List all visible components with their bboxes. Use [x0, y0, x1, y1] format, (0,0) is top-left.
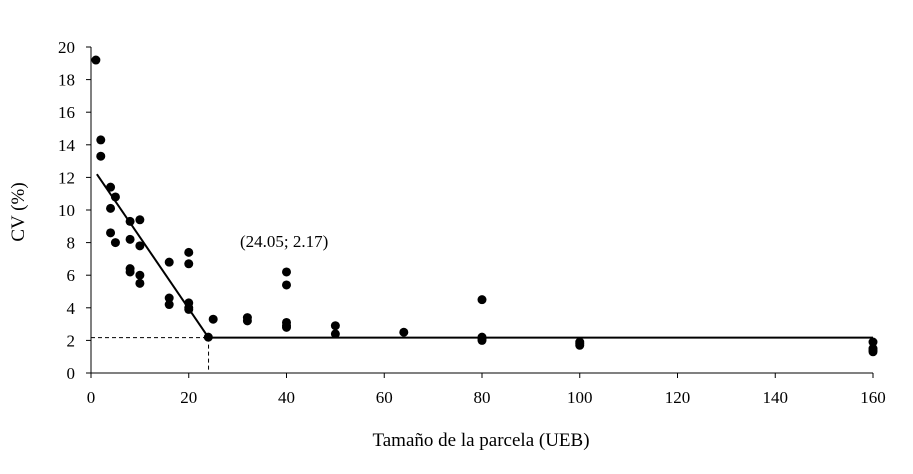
- y-tick-label: 12: [58, 168, 75, 187]
- y-tick-label: 0: [67, 364, 76, 383]
- y-tick-label: 18: [58, 71, 75, 90]
- y-axis-title: CV (%): [8, 182, 29, 241]
- y-tick-label: 6: [67, 266, 76, 285]
- data-point: [164, 300, 174, 310]
- reference-lines: [91, 337, 210, 373]
- data-point: [282, 267, 291, 277]
- data-point: [184, 259, 194, 269]
- x-tick-label: 40: [278, 388, 295, 407]
- data-point: [125, 267, 135, 277]
- data-point: [110, 238, 120, 248]
- data-point: [184, 304, 194, 314]
- data-point: [135, 215, 145, 225]
- data-point: [575, 340, 585, 350]
- data-point: [330, 329, 340, 339]
- axes: 0 2 4 6 8 10 12 14 16 18 20 0 20 40 60 80 100 120 140 160: [58, 38, 886, 407]
- breakpoint-annotation: (24.05; 2.17): [240, 232, 328, 251]
- data-point: [135, 278, 145, 288]
- y-tick-label: 4: [67, 299, 76, 318]
- data-point: [96, 135, 106, 145]
- x-tick-label: 120: [665, 388, 691, 407]
- data-point: [184, 247, 194, 257]
- data-point: [282, 280, 291, 290]
- data-point: [125, 234, 135, 244]
- data-point: [330, 321, 340, 331]
- x-tick-label: 140: [763, 388, 789, 407]
- data-point: [164, 257, 174, 267]
- y-tick-label: 20: [58, 38, 75, 57]
- x-tick-label: 20: [180, 388, 197, 407]
- data-point: [164, 293, 174, 303]
- y-tick-label: 10: [58, 201, 75, 220]
- y-tick-label: 16: [58, 103, 75, 122]
- x-tick-label: 100: [567, 388, 593, 407]
- y-tick-label: 8: [67, 234, 76, 253]
- x-tick-label: 80: [474, 388, 491, 407]
- data-point: [106, 182, 116, 192]
- data-point: [477, 295, 487, 305]
- data-point: [106, 228, 116, 238]
- x-tick-label: 60: [376, 388, 393, 407]
- data-point: [91, 55, 101, 65]
- data-points: [91, 55, 878, 357]
- x-tick-label: 0: [87, 388, 96, 407]
- data-point: [125, 216, 135, 226]
- data-point: [399, 327, 409, 337]
- data-point: [135, 241, 145, 251]
- data-point: [203, 332, 213, 342]
- data-point: [868, 347, 878, 357]
- data-point: [106, 203, 116, 213]
- fit-line: [96, 173, 873, 339]
- data-point: [477, 335, 487, 345]
- data-point: [282, 322, 291, 332]
- data-point: [868, 337, 878, 347]
- y-tick-label: 2: [67, 331, 76, 350]
- x-axis-title: Tamaño de la parcela (UEB): [372, 430, 589, 451]
- data-point: [208, 314, 218, 324]
- data-point: [96, 151, 106, 161]
- data-point: [135, 270, 145, 280]
- y-tick-label: 14: [58, 136, 76, 155]
- data-point: [110, 192, 120, 202]
- x-tick-label: 160: [860, 388, 886, 407]
- data-point: [242, 316, 252, 326]
